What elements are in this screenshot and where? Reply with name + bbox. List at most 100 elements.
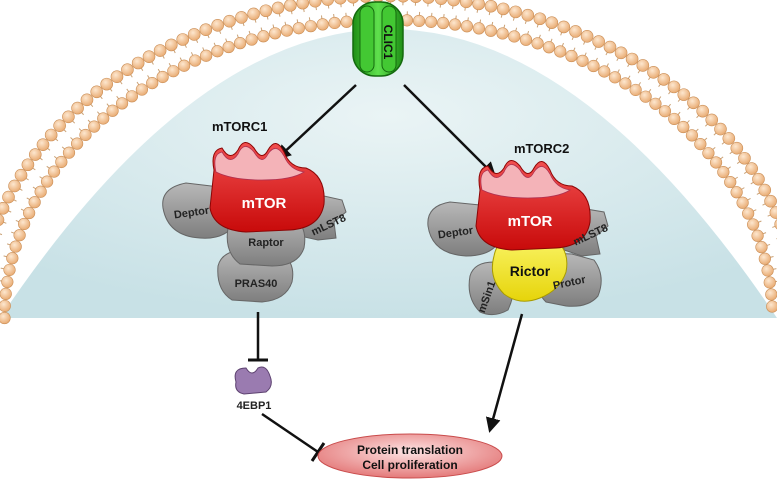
lipid-head — [23, 206, 36, 220]
lipid-head — [280, 24, 293, 37]
lipid-head — [545, 16, 559, 29]
lipid-head — [687, 96, 700, 110]
lipid-head — [636, 59, 650, 72]
lipid-head — [71, 101, 84, 115]
lipid-head — [259, 4, 273, 18]
lipid-head — [340, 15, 353, 28]
lipid-head — [658, 105, 672, 118]
lipid-bilayer — [0, 0, 777, 325]
lipid-head — [135, 83, 149, 96]
mtorc1-pras40-label: PRAS40 — [235, 278, 278, 290]
mtorc2-mtor-label: mTOR — [508, 213, 553, 230]
lipid-head — [115, 97, 129, 110]
lipid-head — [90, 85, 104, 99]
lipid-head — [3, 263, 16, 277]
lipid-head — [70, 137, 84, 150]
outcome-line2: Cell proliferation — [362, 458, 457, 472]
lipid-head — [223, 14, 236, 28]
lipid-head — [629, 83, 642, 97]
lipid-head — [142, 50, 156, 63]
lipid-head — [766, 300, 777, 313]
mtorc1-deptor-label: Deptor — [173, 205, 210, 222]
lipid-head — [1, 275, 14, 288]
lipid-head — [649, 97, 662, 110]
lipid-head — [448, 18, 462, 31]
lipid-head — [199, 23, 213, 37]
lipid-head — [761, 264, 774, 277]
lipid-head — [18, 217, 31, 231]
mtorc2-title: mTORC2 — [514, 141, 569, 156]
lipid-head — [434, 0, 448, 5]
lipid-head — [360, 0, 371, 3]
lipid-head — [321, 0, 335, 6]
lipid-head — [125, 90, 139, 103]
mtorc1-raptor-label: Raptor — [248, 237, 284, 249]
lipid-head — [496, 27, 509, 40]
lipid-head — [211, 45, 224, 58]
lipid-head — [247, 7, 260, 21]
lipid-head — [774, 219, 777, 230]
mtorc1-title: mTORC1 — [212, 119, 267, 134]
lipid-head — [0, 213, 5, 226]
lipid-head — [557, 20, 571, 34]
lipid-head — [62, 146, 76, 159]
lipid-head — [736, 196, 749, 209]
4ebp1-protein — [234, 366, 272, 395]
lipid-head — [580, 30, 594, 43]
lipid-head — [245, 33, 258, 46]
lipid-head — [657, 73, 671, 86]
lipid-head — [398, 0, 409, 3]
lipid-head — [565, 49, 578, 63]
lipid-head — [13, 229, 26, 242]
lipid-head — [34, 185, 47, 198]
lipid-head — [308, 0, 322, 8]
mtorc2-complex: mTOR Deptor mLST8 Rictor mSin1 Protor — [427, 160, 610, 316]
lipid-head — [410, 0, 422, 4]
lipid-head — [752, 172, 765, 186]
lipid-head — [677, 88, 691, 101]
lipid-head — [742, 207, 755, 220]
lipid-head — [647, 65, 660, 79]
lipid-head — [619, 77, 632, 90]
arrow-clic1-to-mtorc2 — [403, 84, 497, 178]
lipid-head — [625, 52, 639, 66]
lipid-head — [80, 93, 94, 107]
mtorc1-mtor-label: mTOR — [242, 195, 287, 212]
outcome-line1: Protein translation — [357, 443, 463, 457]
lipid-head — [717, 166, 730, 179]
lipid-head — [0, 202, 10, 215]
lipid-head — [496, 2, 510, 16]
mtorc2-rictor-label: Rictor — [510, 263, 551, 279]
lipid-head — [28, 148, 42, 161]
arrow-mtorc2-to-outcome — [485, 313, 524, 433]
lipid-head — [176, 33, 190, 46]
lipid-head — [121, 63, 134, 77]
clic1-label: CLIC1 — [381, 25, 395, 60]
lipid-head — [765, 288, 777, 301]
lipid-head — [28, 196, 41, 209]
lipid-head — [722, 132, 736, 145]
lipid-head — [576, 54, 589, 67]
lipid-head — [284, 0, 297, 12]
lipid-head — [696, 104, 710, 118]
lipid-head — [6, 252, 19, 265]
lipid-head — [769, 206, 777, 219]
lipid-head — [79, 128, 92, 142]
lipid-head — [598, 65, 611, 78]
lipid-head — [472, 22, 486, 35]
lipid-head — [758, 252, 771, 265]
inhibition-bar-outcome — [310, 442, 326, 462]
lipid-head — [233, 37, 247, 50]
lipid-head — [764, 194, 777, 208]
lipid-head — [268, 27, 282, 40]
lipid-head — [36, 138, 50, 151]
lipid-head — [614, 46, 628, 60]
lipid-head — [178, 59, 191, 72]
lipid-head — [8, 179, 21, 193]
lipid-head — [459, 0, 473, 9]
lipid-head — [97, 112, 110, 125]
lipid-head — [724, 175, 737, 189]
lipid-head — [714, 122, 727, 136]
lipid-head — [738, 151, 751, 165]
lipid-head — [14, 168, 28, 182]
